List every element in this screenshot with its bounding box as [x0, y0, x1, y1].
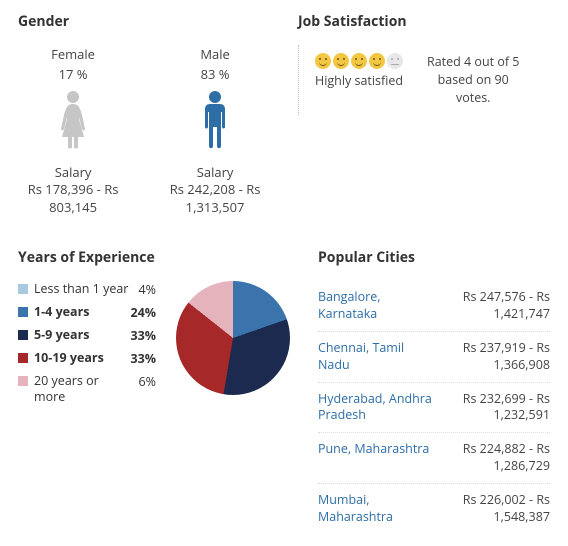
smiley-icon	[315, 53, 331, 69]
gender-male-salary: Rs 242,208 - Rs 1,313,507	[160, 181, 270, 216]
city-salary: Rs 224,882 - Rs 1,286,729	[454, 441, 550, 475]
city-link[interactable]: Pune, Maharashtra	[318, 441, 438, 475]
city-link[interactable]: Bangalore, Karnataka	[318, 289, 438, 323]
yoe-legend-pct: 33%	[130, 350, 156, 367]
gender-male-label: Male	[160, 45, 270, 63]
city-link[interactable]: Hyderabad, Andhra Pradesh	[318, 391, 438, 425]
city-salary: Rs 247,576 - Rs 1,421,747	[454, 289, 550, 323]
gender-male-pct: 83 %	[160, 65, 270, 83]
yoe-swatch	[18, 376, 28, 386]
gender-female-label: Female	[22, 45, 124, 63]
yoe-legend-item: 20 years or more 6%	[18, 373, 156, 404]
jobsat-summary-l3: votes.	[427, 89, 519, 107]
male-icon	[201, 89, 229, 149]
yoe-legend-item: 5-9 years 33%	[18, 327, 156, 344]
yoe-swatch	[18, 307, 28, 317]
jobsat-caption: Highly satisfied	[315, 73, 403, 89]
gender-section: Gender Female 17 % Salary Rs 178,396 - R…	[18, 12, 270, 216]
gender-male-salary-label: Salary	[160, 163, 270, 181]
jobsat-summary: Rated 4 out of 5 based on 90 votes.	[427, 53, 519, 107]
yoe-legend-label: 10-19 years	[34, 350, 124, 366]
yoe-legend-pct: 4%	[139, 281, 156, 298]
jobsat-summary-l1: Rated 4 out of 5	[427, 53, 519, 71]
yoe-legend-item: 1-4 years 24%	[18, 304, 156, 321]
yoe-legend-label: 5-9 years	[34, 327, 124, 343]
yoe-legend-label: Less than 1 year	[34, 281, 133, 297]
yoe-legend-item: 10-19 years 33%	[18, 350, 156, 367]
city-salary: Rs 226,002 - Rs 1,548,387	[454, 492, 550, 526]
yoe-swatch	[18, 353, 28, 363]
city-row: Chennai, Tamil Nadu Rs 237,919 - Rs 1,366…	[318, 332, 550, 383]
cities-list: Bangalore, Karnataka Rs 247,576 - Rs 1,42…	[318, 281, 550, 534]
city-row: Hyderabad, Andhra Pradesh Rs 232,699 - Rs…	[318, 383, 550, 434]
yoe-title: Years of Experience	[18, 248, 290, 267]
jobsat-rating-icons	[315, 53, 403, 69]
yoe-swatch	[18, 330, 28, 340]
jobsat-summary-l2: based on 90	[427, 71, 519, 89]
yoe-pie-chart	[176, 281, 290, 395]
yoe-legend-label: 1-4 years	[34, 304, 124, 320]
gender-title: Gender	[18, 12, 270, 31]
yoe-legend: Less than 1 year 4% 1-4 years 24% 5-9 years 3…	[18, 281, 156, 410]
smiley-icon	[369, 53, 385, 69]
jobsat-section: Job Satisfaction Highly satisfied Rated …	[298, 12, 550, 216]
smiley-icon	[351, 53, 367, 69]
gender-male: Male 83 % Salary Rs 242,208 - Rs 1,313,5…	[160, 45, 270, 216]
yoe-section: Years of Experience Less than 1 year 4% 1-…	[18, 248, 290, 534]
yoe-swatch	[18, 284, 28, 294]
city-row: Mumbai, Maharashtra Rs 226,002 - Rs 1,548…	[318, 484, 550, 534]
cities-title: Popular Cities	[318, 248, 550, 267]
city-link[interactable]: Chennai, Tamil Nadu	[318, 340, 438, 374]
city-row: Bangalore, Karnataka Rs 247,576 - Rs 1,42…	[318, 281, 550, 332]
yoe-legend-pct: 33%	[130, 327, 156, 344]
city-salary: Rs 237,919 - Rs 1,366,908	[454, 340, 550, 374]
yoe-legend-item: Less than 1 year 4%	[18, 281, 156, 298]
gender-female-salary-label: Salary	[22, 163, 124, 181]
smiley-icon	[333, 53, 349, 69]
yoe-legend-label: 20 years or more	[34, 373, 133, 404]
yoe-legend-pct: 24%	[130, 304, 156, 321]
yoe-legend-pct: 6%	[139, 373, 156, 390]
smiley-icon	[387, 53, 403, 69]
cities-section: Popular Cities Bangalore, Karnataka Rs 24…	[318, 248, 550, 534]
gender-female: Female 17 % Salary Rs 178,396 - Rs 803,1…	[22, 45, 124, 216]
jobsat-title: Job Satisfaction	[298, 12, 550, 31]
city-row: Pune, Maharashtra Rs 224,882 - Rs 1,286,7…	[318, 433, 550, 484]
city-link[interactable]: Mumbai, Maharashtra	[318, 492, 438, 526]
gender-female-pct: 17 %	[22, 65, 124, 83]
city-salary: Rs 232,699 - Rs 1,232,591	[454, 391, 550, 425]
female-icon	[58, 89, 88, 149]
gender-female-salary: Rs 178,396 - Rs 803,145	[22, 181, 124, 216]
